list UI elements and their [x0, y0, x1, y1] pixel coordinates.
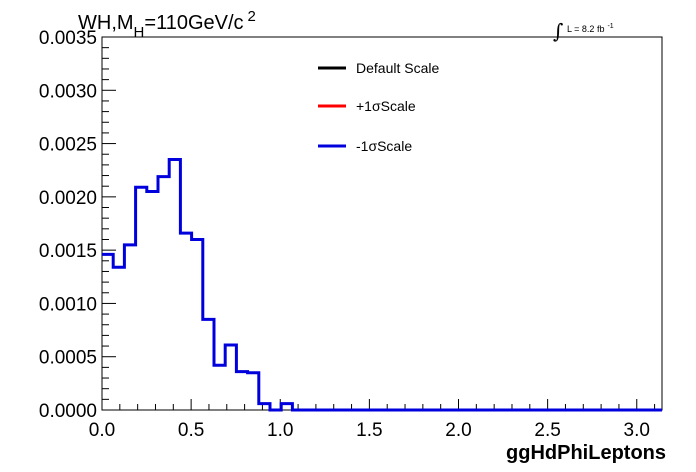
y-tick-label: 0.0020: [39, 188, 97, 209]
x-axis: 0.0 0.5 1.0 1.5 2.0 2.5 3.0: [89, 399, 656, 441]
x-tick-label: 1.5: [356, 420, 382, 441]
y-tick-label: 0.0015: [39, 241, 97, 262]
x-axis-label: ggHdPhiLeptons: [506, 442, 666, 464]
y-tick-label: 0.0025: [39, 135, 97, 156]
legend-label: Default Scale: [356, 60, 439, 76]
x-tick-label: 3.0: [624, 420, 650, 441]
x-tick-label: 2.5: [534, 420, 560, 441]
chart-title: WH,MH=110GeV/c 2: [78, 8, 256, 41]
title-rest: =110GeV/c: [144, 12, 243, 34]
x-tick-label: 1.0: [267, 420, 293, 441]
lumi-integral-sign: ∫: [553, 19, 563, 43]
y-tick-label: 0.0010: [39, 294, 97, 315]
histogram-series-line: [102, 158, 662, 412]
legend-label: +1σScale: [356, 98, 416, 114]
title-superscript: 2: [248, 8, 256, 25]
title-subscript: H: [134, 24, 145, 41]
title-main: WH,M: [78, 12, 134, 34]
series-layer: [102, 158, 662, 412]
y-axis: 0.0000 0.0005 0.0010 0.0015 0.0020 0.0025 0.00…: [39, 28, 116, 422]
y-tick-label: 0.0000: [39, 401, 97, 422]
legend: Default Scale +1σScale -1σScale: [318, 60, 439, 154]
x-tick-label: 0.0: [89, 420, 115, 441]
y-tick-label: 0.0030: [39, 81, 97, 102]
legend-label: -1σScale: [356, 138, 412, 154]
lumi-label: L = 8.2 fb -1: [567, 23, 614, 34]
y-tick-label: 0.0005: [39, 348, 97, 369]
plot-frame: [101, 36, 663, 411]
lumi-superscript: -1: [607, 23, 613, 30]
y-tick-label: 0.0035: [39, 28, 97, 49]
x-tick-label: 0.5: [178, 420, 204, 441]
x-tick-label: 2.0: [445, 420, 471, 441]
